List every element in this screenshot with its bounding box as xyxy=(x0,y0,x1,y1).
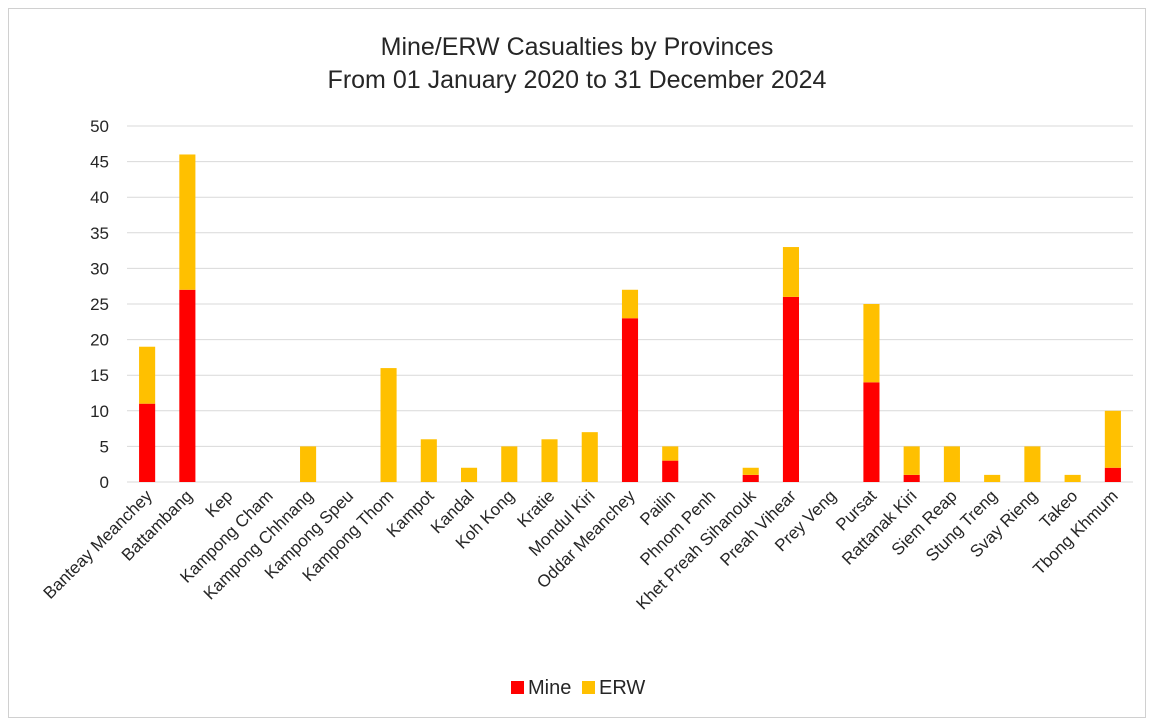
y-tick-label: 35 xyxy=(90,224,109,243)
bar-erw-banteay-meanchey xyxy=(139,346,156,404)
bar-erw-khet-preah-sihanouk xyxy=(742,467,759,475)
y-tick-label: 50 xyxy=(90,117,109,136)
bar-mine-banteay-meanchey xyxy=(139,403,156,482)
bar-erw-rattanak-kiri xyxy=(903,446,920,475)
legend-label-erw: ERW xyxy=(599,677,645,699)
bar-mine-rattanak-kiri xyxy=(903,474,920,482)
bars xyxy=(139,154,1121,482)
bar-erw-tbong-khmum xyxy=(1104,410,1121,468)
bar-erw-preah-vihear xyxy=(782,247,800,297)
y-tick-label: 45 xyxy=(90,153,109,172)
bar-erw-siem-reap xyxy=(943,446,960,482)
y-tick-label: 25 xyxy=(90,295,109,314)
bar-erw-kandal xyxy=(460,467,478,482)
bar-mine-tbong-khmum xyxy=(1104,467,1121,482)
y-tick-label: 40 xyxy=(90,188,109,207)
bar-erw-koh-kong xyxy=(501,446,518,482)
bar-erw-svay-rieng xyxy=(1024,446,1041,482)
y-tick-label: 0 xyxy=(100,473,109,492)
chart-title: Mine/ERW Casualties by Provinces xyxy=(381,33,774,61)
y-tick-label: 5 xyxy=(100,437,109,456)
bar-erw-pailin xyxy=(662,446,679,461)
bar-erw-pursat xyxy=(863,304,880,383)
gridlines xyxy=(127,125,1133,483)
bar-erw-battambang xyxy=(179,154,196,290)
y-axis-ticks: 0 5 10 15 20 25 30 35 40 45 50 xyxy=(90,117,109,492)
bar-mine-oddar-meanchey xyxy=(621,318,639,482)
bar-erw-kampot xyxy=(420,439,437,482)
y-tick-label: 10 xyxy=(90,402,109,421)
y-tick-label: 30 xyxy=(90,259,109,278)
bar-erw-oddar-meanchey xyxy=(621,289,639,319)
bar-erw-stung-treng xyxy=(984,474,1001,482)
y-tick-label: 20 xyxy=(90,331,109,350)
legend: Mine ERW xyxy=(511,677,645,699)
bar-mine-pailin xyxy=(662,460,679,482)
bar-mine-khet-preah-sihanouk xyxy=(742,474,759,482)
bar-mine-pursat xyxy=(863,382,880,482)
bar-erw-takeo xyxy=(1064,474,1081,482)
y-tick-label: 15 xyxy=(90,366,109,385)
legend-swatch-mine xyxy=(511,681,524,694)
legend-swatch-erw xyxy=(582,681,595,694)
legend-label-mine: Mine xyxy=(528,677,571,699)
bar-erw-kampong-chhnang xyxy=(300,446,317,482)
chart-subtitle: From 01 January 2020 to 31 December 2024 xyxy=(328,66,827,94)
bar-erw-kratie xyxy=(541,439,558,482)
bar-erw-kampong-thom xyxy=(380,368,397,482)
bar-erw-mondul-kiri xyxy=(581,432,598,482)
bar-mine-battambang xyxy=(179,289,196,482)
x-tick-label: Kep xyxy=(202,486,237,521)
bar-mine-preah-vihear xyxy=(782,296,800,482)
